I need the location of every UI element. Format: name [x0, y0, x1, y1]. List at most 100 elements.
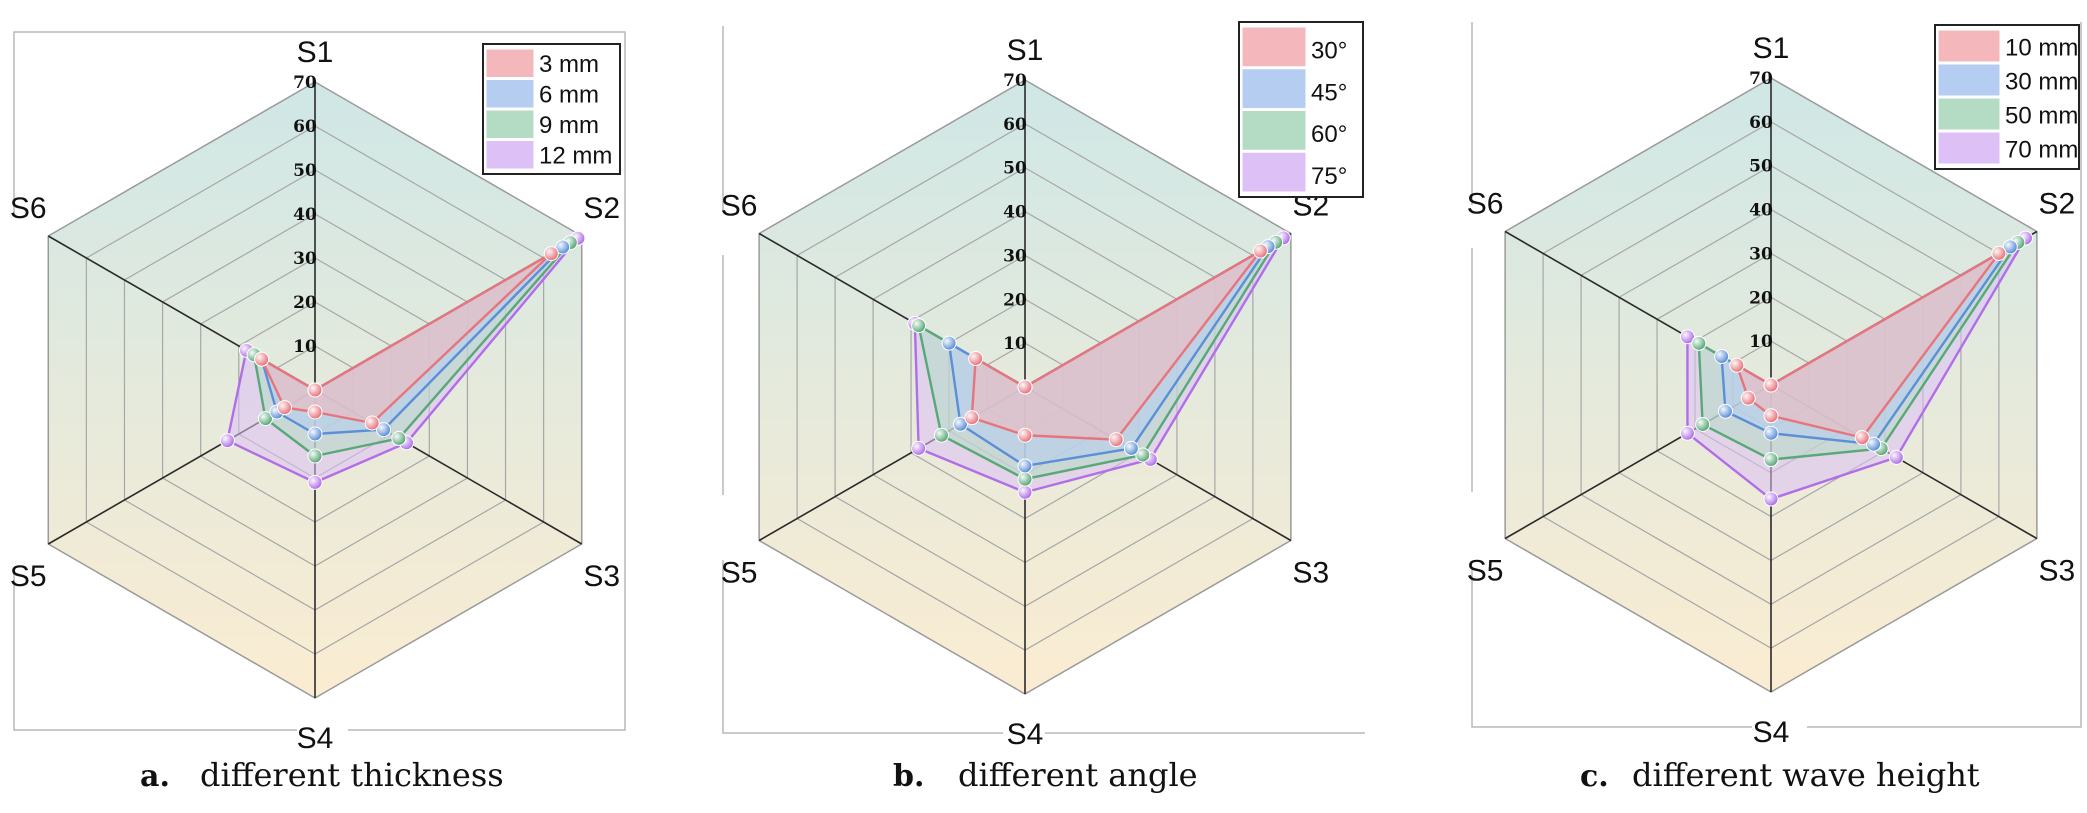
panel-a-legend-swatch [486, 49, 534, 77]
panel-b-caption-letter: b. [893, 759, 924, 794]
panel-b-tick-label: 50 [1003, 159, 1027, 179]
panel-b-axis-label-s4: S4 [1007, 718, 1044, 751]
panel-c-legend-label: 70 mm [2005, 137, 2078, 164]
panel-b-legend: 30° 45° 60° 75° [1238, 21, 1364, 198]
panel-b-legend-entry: 45° [1242, 69, 1347, 108]
panel-c-tick-label: 60 [1749, 113, 1773, 133]
panel-c-legend-swatch [1938, 98, 2000, 130]
panel-c-marker-highlight [1695, 417, 1710, 432]
panel-b-caption-text: different angle [958, 756, 1198, 794]
panel-b-tick-label: 20 [1003, 290, 1027, 310]
panel-c-marker-highlight [1714, 349, 1729, 364]
panel-b-axis-label-s5: S5 [721, 557, 758, 590]
panel-c-marker-highlight [1718, 404, 1733, 419]
panel-b-series-areas [907, 230, 1291, 500]
panel-c-marker-highlight [1680, 426, 1695, 441]
panel-c-marker-highlight [1991, 246, 2006, 261]
panel-b-marker-highlight [1135, 447, 1150, 462]
panel-c-marker-highlight [1855, 430, 1870, 445]
panel-c-marker-highlight [1680, 329, 1695, 344]
panel-a-marker-highlight [544, 246, 559, 261]
panel-b-caption: b. different angle [893, 756, 1198, 794]
panel-c-series-areas [1679, 230, 2033, 507]
panel-a-marker-highlight [308, 449, 322, 463]
panel-c-marker-highlight [1741, 391, 1756, 406]
panel-c-caption: c. different wave height [1580, 756, 1980, 794]
panel-a-legend: 3 mm 6 mm 9 mm 12 mm [482, 43, 621, 175]
panel-c-legend-entry: 10 mm [1938, 30, 2078, 62]
panel-b-marker-highlight [1018, 428, 1032, 443]
panel-b-marker-highlight [964, 410, 979, 425]
panel-c-caption-letter: c. [1580, 759, 1609, 794]
panel-b-marker-highlight [1124, 441, 1139, 456]
panel-b-frame [722, 26, 1365, 734]
panel-a-marker-highlight [391, 431, 406, 446]
panel-c-marker-highlight [1764, 426, 1778, 441]
panel-a-axis-label-s4: S4 [297, 722, 334, 755]
panel-a-legend-swatch [486, 80, 534, 108]
panel-b-tick-label: 70 [1003, 71, 1027, 91]
panel-c-tick-label: 30 [1749, 244, 1773, 264]
panel-c-legend-entry: 70 mm [1938, 132, 2078, 164]
panel-c-tick-label: 10 [1749, 332, 1773, 352]
panel-c-legend-entry: 50 mm [1938, 98, 2078, 130]
panel-a-tick-label: 10 [293, 337, 317, 357]
panel-b-axis-label-s1: S1 [1007, 34, 1044, 67]
panel-a-legend-swatch [486, 110, 534, 138]
panel-a-axis-labels: S1 S2 S3 S4 S5 S6 [10, 36, 620, 755]
panel-a-marker-highlight [308, 475, 322, 490]
panel-b-legend-swatch [1242, 111, 1306, 150]
panel-c-marker-highlight [1764, 408, 1778, 423]
panel-b-legend-swatch [1242, 27, 1306, 67]
panel-a-marker-highlight [376, 422, 391, 437]
panel-b-legend-label: 30° [1311, 38, 1347, 65]
panel-c-axis-label-s1: S1 [1753, 32, 1790, 65]
panel-b-marker-highlight [968, 351, 983, 366]
panel-a-marker-highlight [308, 383, 322, 397]
panel-b-axis-label-s6: S6 [721, 190, 758, 223]
panel-c-marker-highlight [1764, 452, 1778, 467]
panel-a-frame [13, 31, 626, 731]
panel-a-tick-label: 60 [293, 117, 317, 137]
panel-c-caption-text: different wave height [1632, 756, 1980, 794]
panel-a-marker-highlight [365, 416, 380, 430]
panel-a-marker-highlight [555, 240, 570, 254]
panel-a-tick-label: 30 [293, 249, 317, 269]
panel-b-marker-highlight [911, 441, 926, 456]
panel-b-marker-highlight [1109, 432, 1124, 447]
panel-a-marker-highlight [220, 433, 235, 448]
panel-c-axis-label-s3: S3 [2039, 555, 2076, 588]
panel-c-tick-label: 20 [1749, 288, 1773, 308]
panel-c-tick-label: 70 [1749, 69, 1773, 89]
panel-a-caption-text: different thickness [200, 756, 504, 794]
panel-b-tick-label: 60 [1003, 115, 1027, 135]
panel-b-legend-entry: 75° [1242, 152, 1347, 192]
panel-b-legend-entry: 60° [1242, 111, 1347, 150]
panel-c-marker-highlight [1729, 358, 1744, 373]
panel-a-axis-label-s2: S2 [583, 192, 620, 225]
panel-c-frame [1471, 22, 2082, 728]
panel-c-marker-highlight [1691, 336, 1706, 351]
panel-b-marker-highlight [1018, 485, 1032, 500]
panel-c-marker-highlight [1866, 437, 1881, 452]
panel-a-marker-highlight [308, 427, 322, 441]
panel-b-marker-highlight [1018, 380, 1032, 394]
radar-panel-a: 10 20 30 40 50 60 70 S1 S2 S3 S4 S5 S6 3… [10, 31, 626, 794]
panel-a-legend-entry: 12 mm [486, 141, 612, 169]
panel-a-marker-highlight [308, 405, 322, 419]
panel-a-axis-label-s1: S1 [297, 36, 334, 69]
panel-c-legend: 10 mm 30 mm 50 mm 70 mm [1934, 24, 2080, 170]
panel-b-tick-label: 30 [1003, 246, 1027, 266]
panel-a-legend-label: 12 mm [539, 142, 612, 169]
panel-c-marker-highlight [1764, 492, 1778, 507]
radar-panel-c: 10 20 30 40 50 60 70 S1 S2 S3 S4 S5 S6 1… [1467, 22, 2082, 794]
panel-c-axis-label-s6: S6 [1467, 188, 1504, 221]
panel-b-axis-label-s3: S3 [1293, 557, 1330, 590]
panel-a-legend-swatch [486, 141, 534, 169]
panel-c-legend-label: 50 mm [2005, 103, 2078, 130]
panel-a-marker-highlight [277, 400, 292, 415]
panel-c-marker-highlight [2003, 239, 2018, 254]
panel-c-tick-labels: 10 20 30 40 50 60 70 [1749, 69, 1773, 352]
panel-c-tick-label: 40 [1749, 201, 1773, 221]
